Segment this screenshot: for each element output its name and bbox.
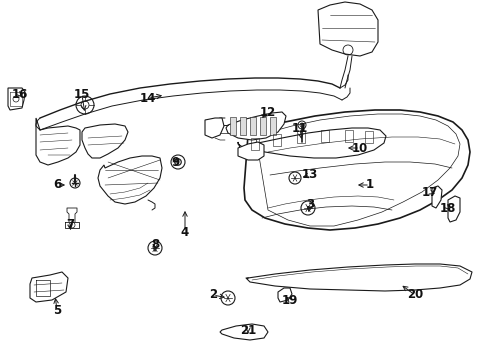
Polygon shape <box>220 324 268 340</box>
Text: 17: 17 <box>422 185 438 198</box>
Text: 7: 7 <box>66 219 74 231</box>
Text: 3: 3 <box>306 198 314 211</box>
Bar <box>270 117 276 135</box>
Text: 16: 16 <box>12 89 28 102</box>
Polygon shape <box>432 186 442 208</box>
Bar <box>321 130 329 142</box>
Bar <box>230 117 236 135</box>
Bar <box>260 117 266 135</box>
Polygon shape <box>82 124 128 158</box>
Bar <box>297 131 305 143</box>
Text: 9: 9 <box>171 157 179 170</box>
Text: 12: 12 <box>260 105 276 118</box>
Bar <box>345 130 353 142</box>
Text: 20: 20 <box>407 288 423 302</box>
Polygon shape <box>448 196 460 222</box>
Polygon shape <box>238 142 264 160</box>
Bar <box>251 138 259 150</box>
Polygon shape <box>30 272 68 302</box>
Text: 4: 4 <box>181 225 189 238</box>
Text: 5: 5 <box>53 303 61 316</box>
Text: 14: 14 <box>140 91 156 104</box>
Polygon shape <box>226 112 286 140</box>
Polygon shape <box>8 88 25 110</box>
Polygon shape <box>278 288 292 302</box>
Text: 1: 1 <box>366 179 374 192</box>
Text: 10: 10 <box>352 141 368 154</box>
Bar <box>240 117 246 135</box>
Text: 19: 19 <box>282 293 298 306</box>
Bar <box>365 131 373 143</box>
Text: 11: 11 <box>292 122 308 135</box>
Text: 6: 6 <box>53 179 61 192</box>
Text: 8: 8 <box>151 238 159 252</box>
Polygon shape <box>238 128 386 158</box>
Polygon shape <box>98 156 162 204</box>
Text: 13: 13 <box>302 168 318 181</box>
Polygon shape <box>36 118 80 165</box>
Bar <box>273 134 281 146</box>
Polygon shape <box>318 2 378 56</box>
Text: 21: 21 <box>240 324 256 337</box>
Text: 18: 18 <box>440 202 456 215</box>
Text: 2: 2 <box>209 288 217 302</box>
Text: 15: 15 <box>74 89 90 102</box>
Polygon shape <box>205 118 224 138</box>
Bar <box>250 117 256 135</box>
